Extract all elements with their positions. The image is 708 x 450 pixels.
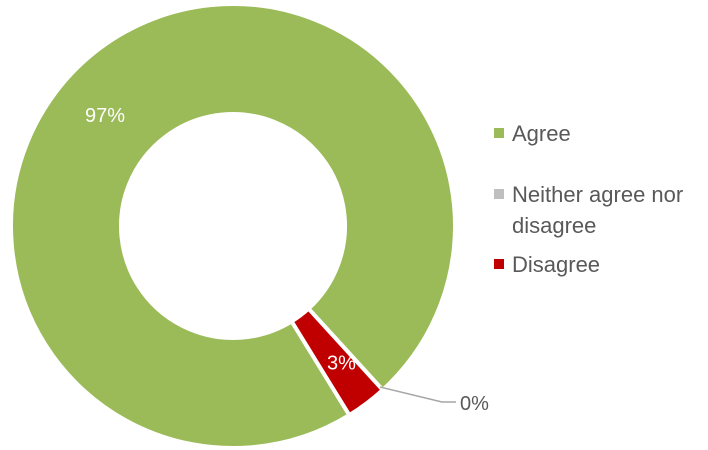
data-label-agree: 97% — [85, 105, 125, 127]
slice-agree — [9, 2, 457, 450]
data-label-neither: 0% — [460, 393, 489, 415]
legend-swatch-agree — [494, 128, 504, 138]
data-label-disagree: 3% — [327, 352, 356, 374]
legend-item-neither: Neither agree nor disagree — [494, 179, 704, 241]
legend-item-agree: Agree — [494, 118, 704, 149]
slice-disagree — [288, 305, 386, 418]
legend-label-neither: Neither agree nor disagree — [512, 182, 684, 238]
legend: Agree Neither agree nor disagree Disagre… — [494, 118, 704, 280]
legend-label-agree: Agree — [512, 121, 571, 146]
legend-label-disagree: Disagree — [512, 252, 601, 277]
legend-swatch-disagree — [494, 259, 504, 269]
leader-line-neither — [379, 386, 456, 403]
legend-item-disagree: Disagree — [494, 249, 704, 280]
legend-swatch-neither — [494, 189, 504, 199]
